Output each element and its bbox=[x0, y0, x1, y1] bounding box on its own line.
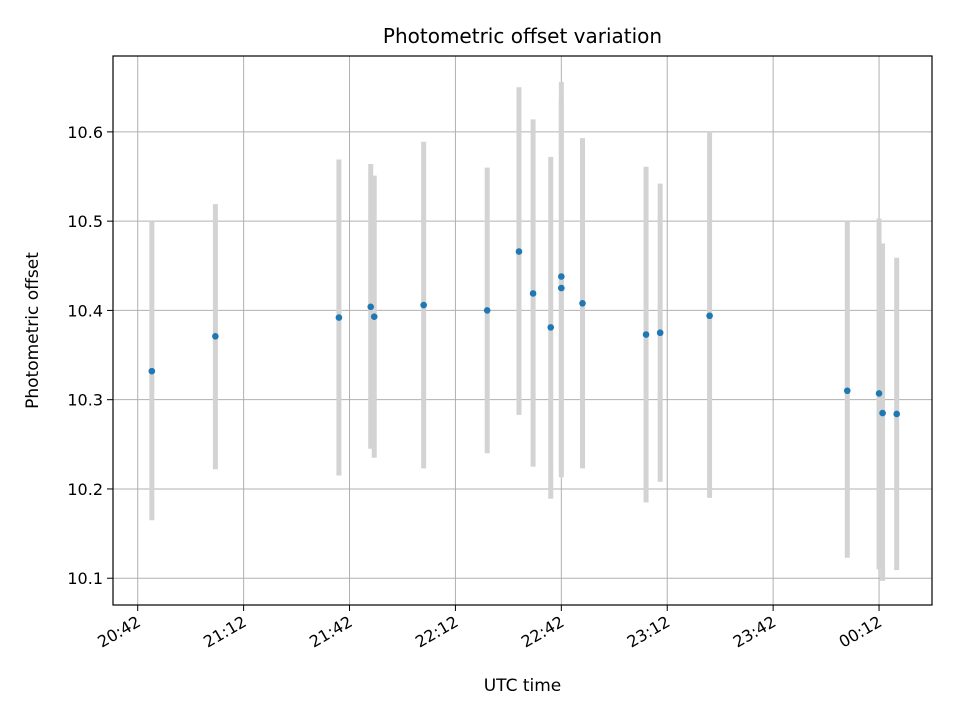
data-point bbox=[843, 387, 851, 395]
data-point bbox=[579, 299, 586, 307]
data-point bbox=[875, 390, 883, 397]
y-axis-label: Photometric offset bbox=[23, 252, 43, 409]
data-point bbox=[367, 303, 375, 311]
data-point bbox=[420, 301, 427, 309]
data-point bbox=[370, 313, 378, 320]
x-axis-label: UTC time bbox=[484, 676, 562, 696]
data-point bbox=[515, 248, 523, 255]
data-point bbox=[212, 333, 219, 340]
data-point bbox=[335, 314, 343, 321]
data-point bbox=[483, 307, 491, 314]
data-point bbox=[529, 290, 537, 297]
plot-frame bbox=[112, 55, 933, 606]
data-point bbox=[656, 329, 664, 337]
data-point bbox=[558, 284, 565, 292]
data-point bbox=[148, 367, 156, 375]
data-point bbox=[642, 331, 650, 338]
data-point bbox=[558, 273, 565, 280]
chart-title: Photometric offset variation bbox=[383, 24, 662, 48]
y-tick-label: 10.2 bbox=[67, 480, 103, 499]
data-point bbox=[893, 410, 900, 418]
data-point bbox=[706, 312, 713, 320]
y-tick-label: 10.5 bbox=[67, 212, 103, 231]
y-tick-label: 10.3 bbox=[67, 391, 103, 410]
y-axis-ticks: 10.1 10.2 10.3 10.4 10.5 10.6 bbox=[67, 123, 113, 588]
data-points bbox=[148, 248, 900, 418]
y-tick-label: 10.6 bbox=[67, 123, 103, 142]
y-tick-label: 10.4 bbox=[67, 301, 103, 320]
y-tick-label: 10.1 bbox=[67, 569, 103, 588]
data-point bbox=[879, 409, 886, 417]
data-point bbox=[547, 324, 555, 331]
